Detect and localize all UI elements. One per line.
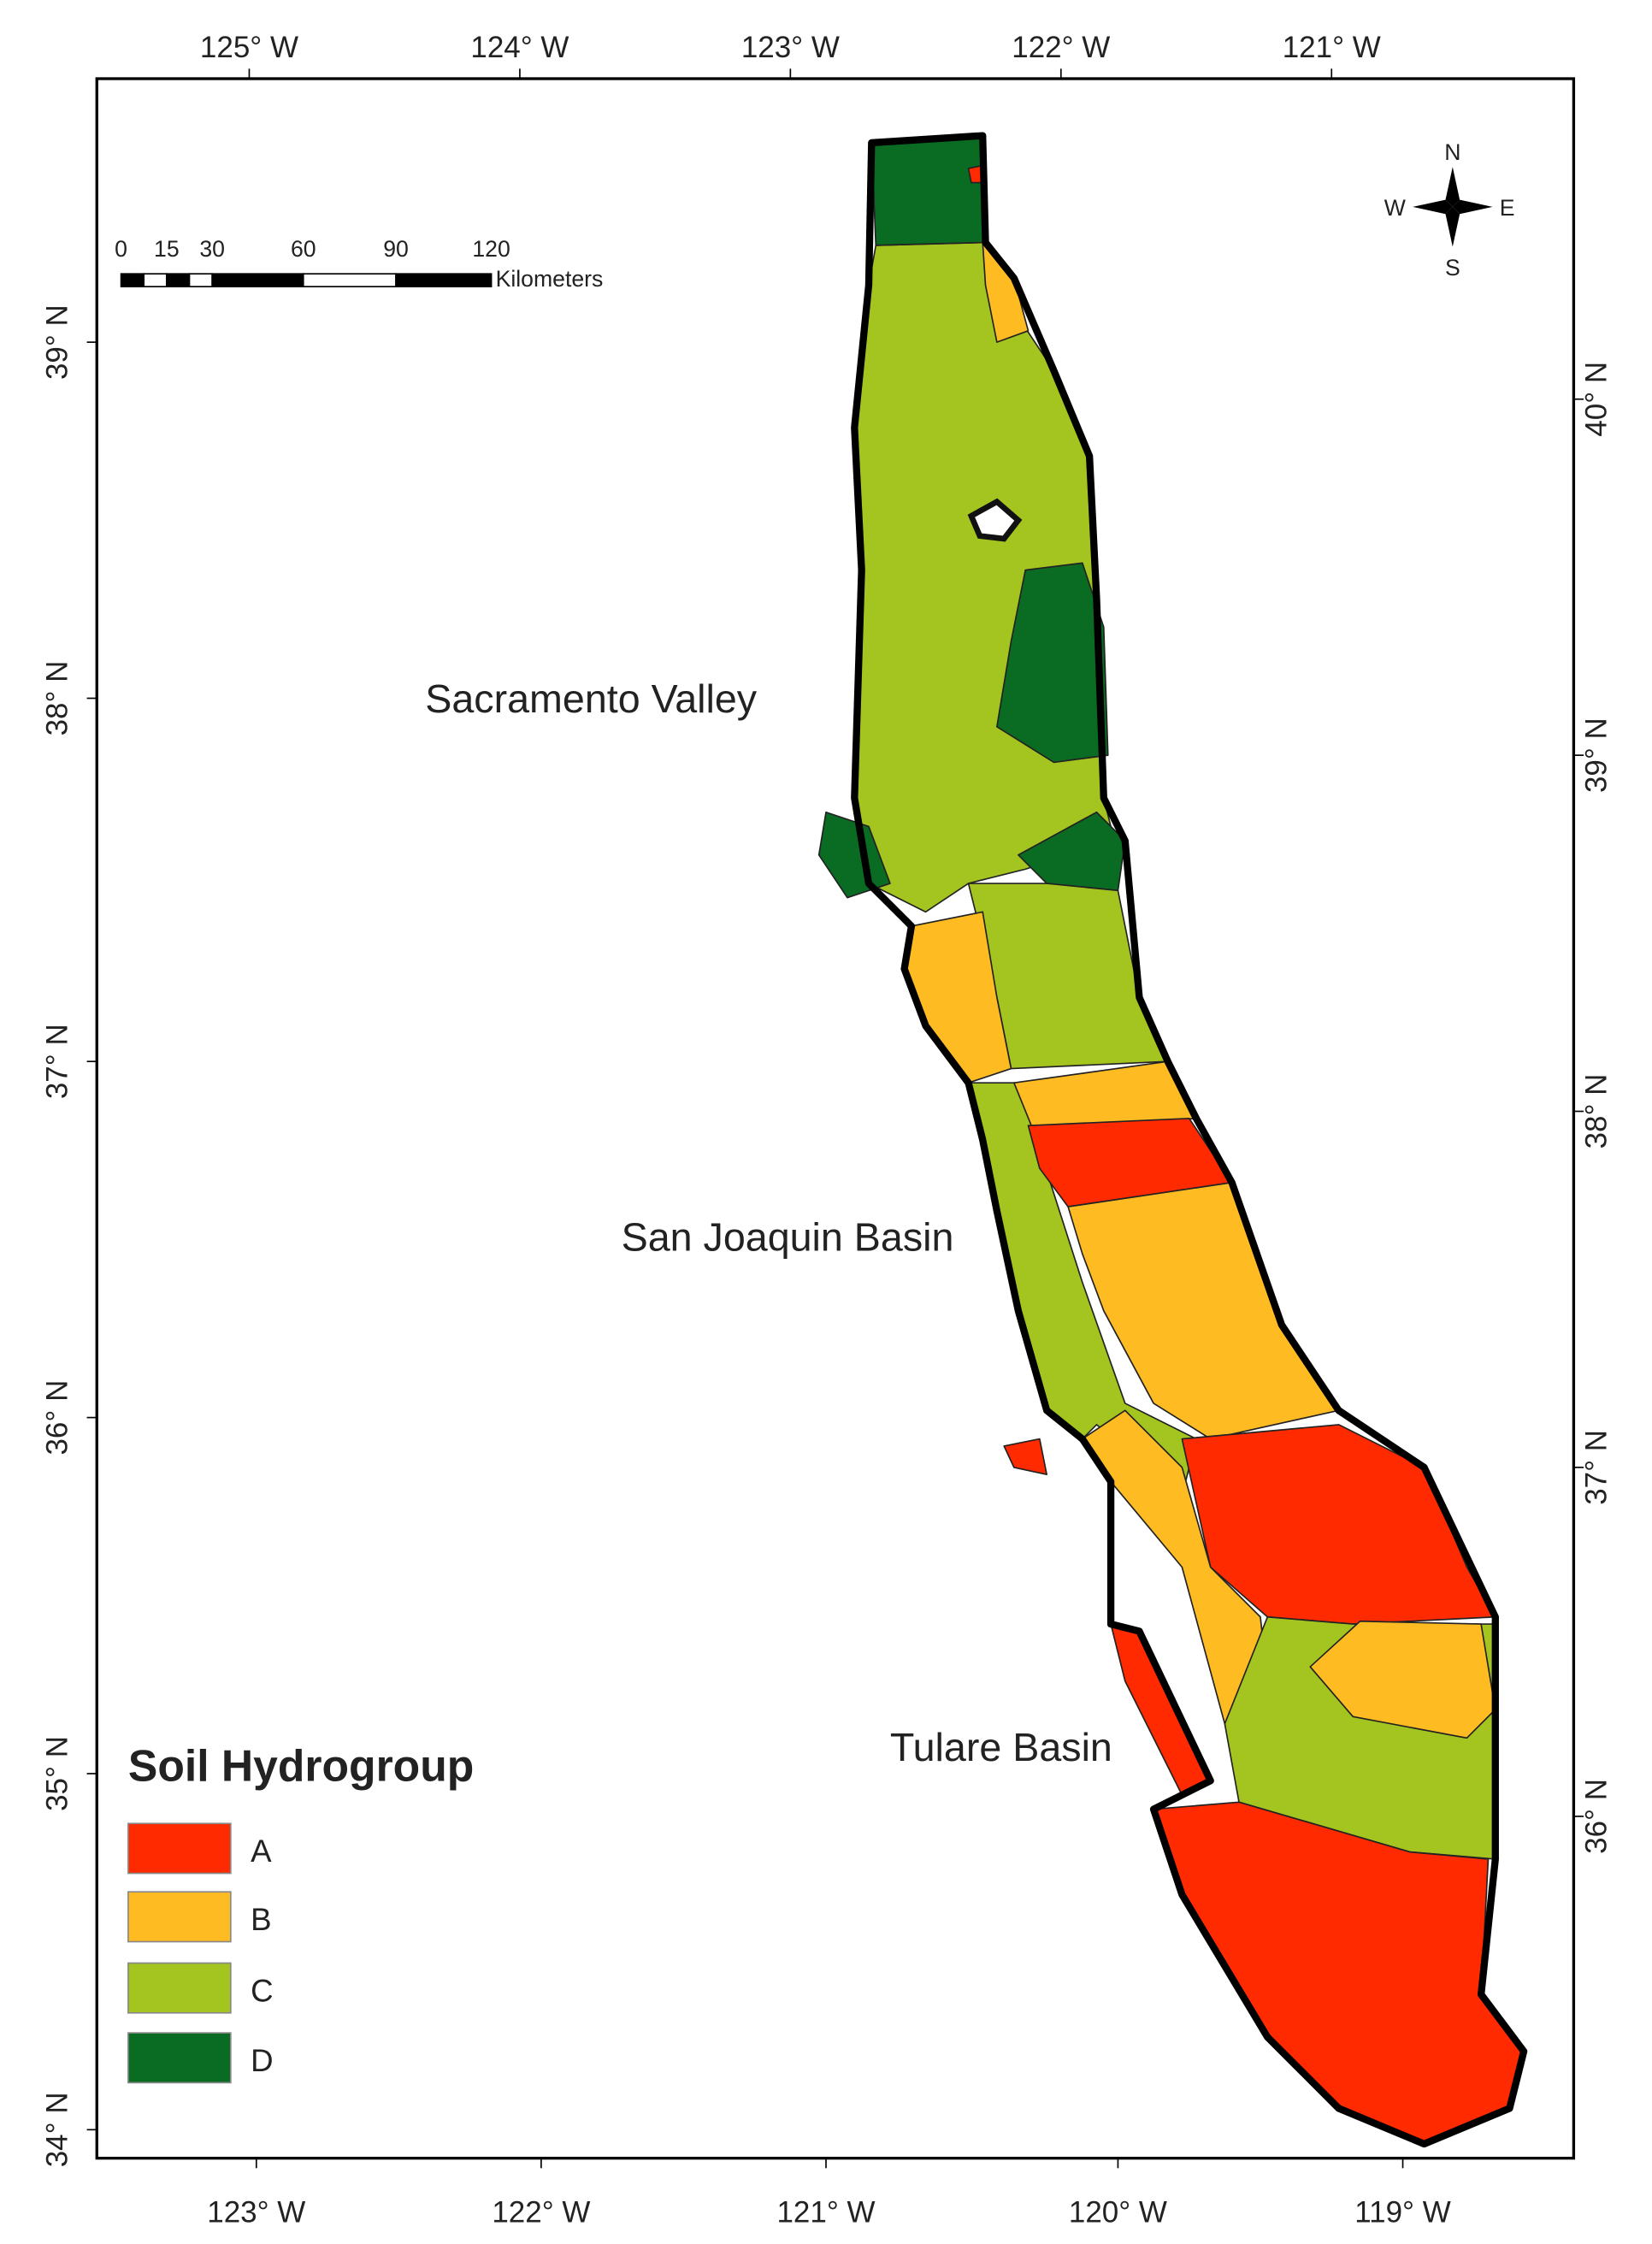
- top-label: 123° W: [741, 31, 840, 64]
- legend-swatch: [127, 2032, 232, 2084]
- left-label: 34° N: [40, 2092, 74, 2167]
- right-label: 40° N: [1580, 362, 1614, 437]
- left-label: 35° N: [40, 1736, 74, 1811]
- north-e: E: [1500, 195, 1515, 221]
- north-s: S: [1445, 255, 1460, 280]
- scale-segment: [120, 273, 145, 288]
- map-frame: [95, 77, 1576, 2160]
- left-label: 36° N: [40, 1380, 74, 1456]
- top-label: 122° W: [1012, 31, 1110, 64]
- arrow-s: [1445, 206, 1460, 247]
- north-w: W: [1384, 195, 1407, 221]
- left-label: 39° N: [40, 304, 74, 380]
- scale-segment: [302, 273, 397, 288]
- top-label: 124° W: [470, 31, 569, 64]
- valley-outline: [851, 132, 1528, 2148]
- region-label: Sacramento Valley: [425, 676, 758, 721]
- zone: [870, 134, 987, 246]
- arrow-e: [1452, 199, 1493, 215]
- lake: [967, 498, 1023, 542]
- right-label: 37° N: [1580, 1430, 1614, 1505]
- legend-title: Soil Hydrogroup: [128, 1740, 474, 1790]
- north-arrow: N S W E: [1384, 139, 1515, 280]
- scale-label: 60: [291, 236, 316, 262]
- right-label: 39° N: [1580, 717, 1614, 793]
- arrow-n: [1445, 167, 1460, 207]
- left-label: 38° N: [40, 661, 74, 736]
- bottom-label: 121° W: [776, 2196, 875, 2229]
- region-label: Tulare Basin: [890, 1725, 1112, 1769]
- top-label: 121° W: [1283, 31, 1381, 64]
- legend-swatch: [127, 1962, 232, 2014]
- scale-segment: [211, 273, 304, 288]
- scale-label: 120: [472, 236, 510, 262]
- scale-label: 90: [383, 236, 409, 262]
- scale-segment: [143, 273, 168, 288]
- legend-label: D: [251, 2043, 273, 2078]
- scale-unit: Kilometers: [496, 266, 604, 292]
- scale-label: 15: [154, 236, 180, 262]
- legend-swatch: [127, 1822, 232, 1875]
- left-label: 37° N: [40, 1024, 74, 1099]
- region-label: San Joaquin Basin: [622, 1215, 954, 1260]
- north-n: N: [1444, 139, 1460, 165]
- scale-segment: [188, 273, 213, 288]
- bottom-label: 120° W: [1069, 2196, 1167, 2229]
- scale-label: 0: [115, 236, 127, 262]
- scale-label: 30: [199, 236, 225, 262]
- legend-label: C: [251, 1973, 273, 2008]
- legend-swatch: [127, 1891, 232, 1943]
- zone: [1018, 811, 1126, 892]
- bottom-label: 119° W: [1354, 2196, 1450, 2229]
- top-label: 125° W: [200, 31, 298, 64]
- right-label: 36° N: [1580, 1779, 1614, 1854]
- legend-label: A: [251, 1834, 272, 1869]
- zone: [996, 562, 1109, 764]
- zone: [1003, 1438, 1047, 1476]
- right-label: 38° N: [1580, 1074, 1614, 1149]
- valley-map: [817, 132, 1528, 2148]
- scale-segment: [395, 273, 493, 288]
- bottom-label: 122° W: [492, 2196, 590, 2229]
- scale-segment: [166, 273, 191, 288]
- bottom-label: 123° W: [207, 2196, 305, 2229]
- legend-label: B: [251, 1902, 271, 1937]
- arrow-w: [1413, 199, 1453, 215]
